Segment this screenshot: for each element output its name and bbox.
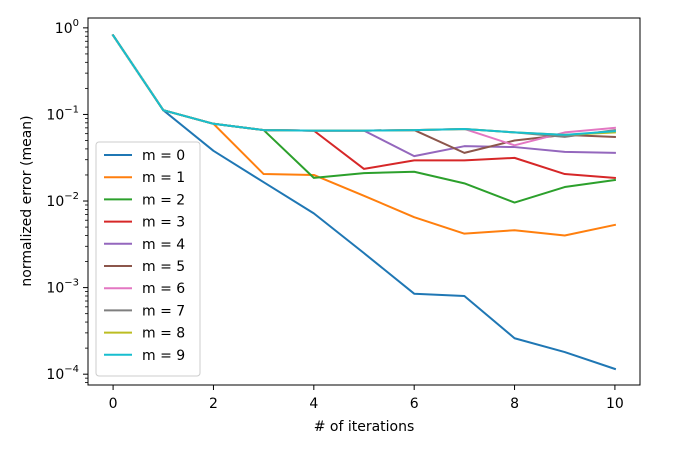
legend-label-m4: m = 4 xyxy=(142,237,185,253)
series-line-m7 xyxy=(111,33,617,138)
y-tick-label: 10−3 xyxy=(46,278,79,297)
legend-label-m6: m = 6 xyxy=(142,281,185,297)
x-axis-label: # of iterations xyxy=(314,419,415,435)
legend-label-m5: m = 5 xyxy=(142,259,185,275)
legend-label-m3: m = 3 xyxy=(142,215,185,231)
series-line-m6 xyxy=(111,33,616,147)
x-tick-label: 2 xyxy=(209,396,218,412)
legend-label-m1: m = 1 xyxy=(142,170,185,186)
legend-label-m7: m = 7 xyxy=(142,303,185,319)
legend-label-m9: m = 9 xyxy=(142,348,185,364)
x-axis-ticks: 0 2 4 6 8 10 xyxy=(109,385,624,412)
x-tick-label: 6 xyxy=(410,396,419,412)
y-tick-label: 10−2 xyxy=(46,191,79,210)
legend-label-m2: m = 2 xyxy=(142,192,185,208)
legend-frame xyxy=(95,141,201,377)
x-tick-label: 4 xyxy=(309,396,318,412)
series-lines xyxy=(111,33,617,371)
x-tick-label: 10 xyxy=(606,396,624,412)
series-line-m0 xyxy=(111,33,617,371)
y-tick-label: 10−4 xyxy=(46,364,79,383)
y-axis-ticks: 100 10−1 10−2 10−3 10−4 xyxy=(46,18,88,383)
y-tick-label: 100 xyxy=(55,18,79,37)
legend-label-m8: m = 8 xyxy=(142,326,185,342)
series-line-m9 xyxy=(111,33,616,136)
y-axis-label: normalized error (mean) xyxy=(19,115,35,286)
x-tick-label: 8 xyxy=(510,396,519,412)
series-line-m8 xyxy=(111,33,616,136)
x-tick-label: 0 xyxy=(109,396,118,412)
legend: m = 0 m = 1 m = 2 m = 3 m = 4 m = 5 m = 6 m = 7… xyxy=(95,141,201,377)
legend-label-m0: m = 0 xyxy=(142,148,185,164)
y-tick-label: 10−1 xyxy=(46,104,79,123)
